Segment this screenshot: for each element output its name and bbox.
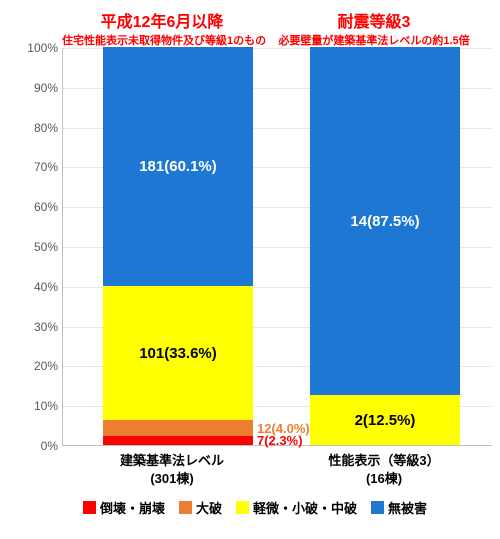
xlabel-1-line1: 性能表示（等級3） (328, 453, 439, 468)
bar-segment: 101(33.6%) (103, 286, 253, 420)
header-right: 耐震等級3 必要壁量が建築基準法レベルの約1.5倍 (274, 8, 474, 48)
legend: 倒壊・崩壊 大破 軽微・小破・中破 無被害 (20, 498, 490, 517)
xlabel-0-line1: 建築基準法レベル (120, 453, 224, 468)
bar-segment: 181(60.1%) (103, 47, 253, 286)
ytick: 30% (20, 320, 58, 334)
legend-label: 軽微・小破・中破 (253, 498, 357, 517)
legend-label: 無被害 (388, 498, 427, 517)
legend-swatch (83, 501, 96, 514)
chart-container: 平成12年6月以降 住宅性能表示未取得物件及び等級1のもの 耐震等級3 必要壁量… (20, 8, 490, 488)
legend-item: 無被害 (371, 498, 427, 517)
ytick: 40% (20, 280, 58, 294)
bar-segment: 14(87.5%) (310, 47, 460, 395)
legend-swatch (236, 501, 249, 514)
ytick: 80% (20, 121, 58, 135)
bar: 2(12.5%)14(87.5%) (310, 47, 460, 445)
legend-swatch (179, 501, 192, 514)
ytick: 90% (20, 81, 58, 95)
header-left-sub: 住宅性能表示未取得物件及び等級1のもの (62, 32, 262, 48)
xlabel-1: 性能表示（等級3） (16棟) (274, 452, 494, 487)
legend-item: 大破 (179, 498, 222, 517)
header-right-title: 耐震等級3 (274, 8, 474, 32)
legend-swatch (371, 501, 384, 514)
ytick: 0% (20, 439, 58, 453)
header-left: 平成12年6月以降 住宅性能表示未取得物件及び等級1のもの (62, 8, 262, 48)
xlabel-0: 建築基準法レベル (301棟) (62, 452, 282, 487)
header-right-sub: 必要壁量が建築基準法レベルの約1.5倍 (274, 32, 474, 48)
xlabel-1-line2: (16棟) (366, 471, 402, 486)
ytick: 50% (20, 240, 58, 254)
bar-segment (103, 436, 253, 445)
legend-item: 倒壊・崩壊 (83, 498, 165, 517)
legend-label: 倒壊・崩壊 (100, 498, 165, 517)
header-left-title: 平成12年6月以降 (62, 8, 262, 32)
bar-segment: 2(12.5%) (310, 395, 460, 445)
ytick: 70% (20, 160, 58, 174)
ytick: 100% (20, 41, 58, 55)
ytick: 10% (20, 399, 58, 413)
bar: 7(2.3%)12(4.0%)101(33.6%)181(60.1%) (103, 47, 253, 445)
ytick: 20% (20, 359, 58, 373)
plot-area: 7(2.3%)12(4.0%)101(33.6%)181(60.1%) 2(12.… (62, 48, 492, 446)
xlabel-0-line2: (301棟) (150, 471, 193, 486)
bar-segment-label: 12(4.0%) (257, 421, 310, 436)
bar-segment (103, 420, 253, 436)
ytick: 60% (20, 200, 58, 214)
legend-item: 軽微・小破・中破 (236, 498, 357, 517)
legend-label: 大破 (196, 498, 222, 517)
